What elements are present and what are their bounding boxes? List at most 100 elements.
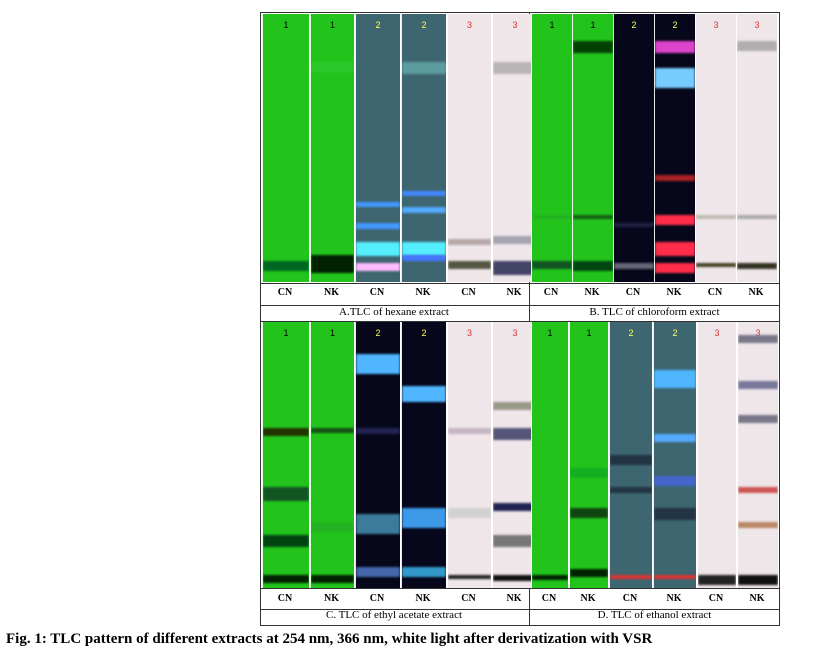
tlc-band [573,215,613,219]
panel-c-lane-label: NK [324,593,339,604]
tlc-band [655,67,695,88]
tlc-band [610,486,652,493]
tlc-band [311,255,354,274]
panel-d-strip-4: 2 [653,322,696,588]
tlc-band [738,521,778,528]
panel-b-lane-label: NK [748,287,764,298]
panel-c-lane-label: NK [415,593,431,604]
panel-a-lane-label: CN [277,287,293,298]
tlc-band [448,428,491,435]
panel-a-strip-3: 2 [355,14,400,282]
strip-number: 1 [586,328,592,338]
tlc-band [532,215,572,219]
strip-number: 2 [421,328,427,338]
tlc-band [356,428,400,435]
strip-number: 2 [375,328,381,338]
panel-d-lane-label: NK [666,593,682,604]
panel-d-strip-6: 3 [737,322,778,588]
panel-d-lane-label: NK [749,593,765,604]
tlc-band [493,534,537,547]
tlc-band [402,241,446,256]
panel-a-strip-1: 1 [262,14,309,282]
tlc-band [493,502,537,511]
strip-number: 1 [283,328,289,338]
tlc-band [738,335,778,344]
tlc-band [655,215,695,225]
tlc-band [737,215,777,219]
panel-a-lane-label: NK [415,287,431,298]
panel-b-caption: B. TLC of chloroform extract [589,306,720,318]
tlc-band [738,574,778,585]
tlc-band [402,255,446,262]
strip-number: 2 [375,20,381,30]
panel-d-strip-3: 2 [609,322,652,588]
panel-a-strip-2: 1 [310,14,354,282]
panel-a-lane-label: CN [461,287,476,298]
panel-d-lane-label: CN [622,593,638,604]
panel-a-strip-5: 3 [447,14,491,282]
panel-a-lane-label: CN [369,287,385,298]
figure-grid [260,12,780,626]
tlc-band [696,215,736,219]
strip-number: 1 [283,20,289,30]
strip-number: 3 [466,20,472,30]
tlc-band [570,508,608,519]
tlc-band [493,260,537,275]
panel-b-strip-4: 2 [654,14,695,282]
tlc-band [655,40,695,53]
tlc-band [532,574,568,580]
panel-d-strip-2: 1 [569,322,608,588]
tlc-band [738,380,778,389]
tlc-band [356,513,400,534]
tlc-band [311,521,354,532]
panel-b-strip-2: 1 [572,14,613,282]
tlc-band [493,62,537,75]
tlc-band [356,201,400,207]
tlc-band [448,260,491,269]
tlc-band [610,455,652,465]
tlc-band [263,486,309,501]
tlc-band [311,574,354,583]
tlc-band [654,574,696,579]
panel-d-lane-label: CN [541,593,557,604]
panel-d-strip-5: 3 [697,322,736,588]
grid-divider-caption-bottom [261,609,779,610]
strip-number: 3 [512,328,518,338]
strip-number: 1 [590,20,596,30]
tlc-band [654,476,696,487]
tlc-band [698,574,736,585]
strip-number: 1 [549,20,555,30]
panel-b-strip-1: 1 [531,14,572,282]
strip-number: 3 [754,20,760,30]
tlc-band [737,263,777,270]
strip-number: 3 [714,328,720,338]
tlc-band [610,574,652,579]
panel-a-caption: A.TLC of hexane extract [339,306,449,318]
panel-a-lane-label: NK [324,287,339,298]
tlc-band [356,241,400,256]
strip-number: 2 [631,20,637,30]
tlc-band [356,223,400,230]
strip-number: 3 [512,20,518,30]
strip-number: 1 [329,20,335,30]
panel-a-strip-4: 2 [401,14,446,282]
panel-d-lane-label: CN [708,593,724,604]
tlc-band [696,263,736,268]
tlc-band [263,428,309,437]
strip-number: 1 [547,328,553,338]
panel-c-caption: C. TLC of ethyl acetate extract [325,609,463,621]
panel-c-lane-label: CN [461,593,476,604]
strip-number: 1 [329,328,335,338]
strip-number: 2 [628,328,634,338]
panel-d-lane-label: NK [580,593,596,604]
grid-divider-vertical [529,13,530,625]
tlc-band [654,433,696,442]
tlc-band [493,401,537,410]
panel-c-lane-label: CN [277,593,293,604]
tlc-band [654,508,696,521]
tlc-band [402,190,446,196]
tlc-band [402,62,446,75]
strip-number: 3 [713,20,719,30]
tlc-band [738,486,778,493]
tlc-band [448,574,491,579]
